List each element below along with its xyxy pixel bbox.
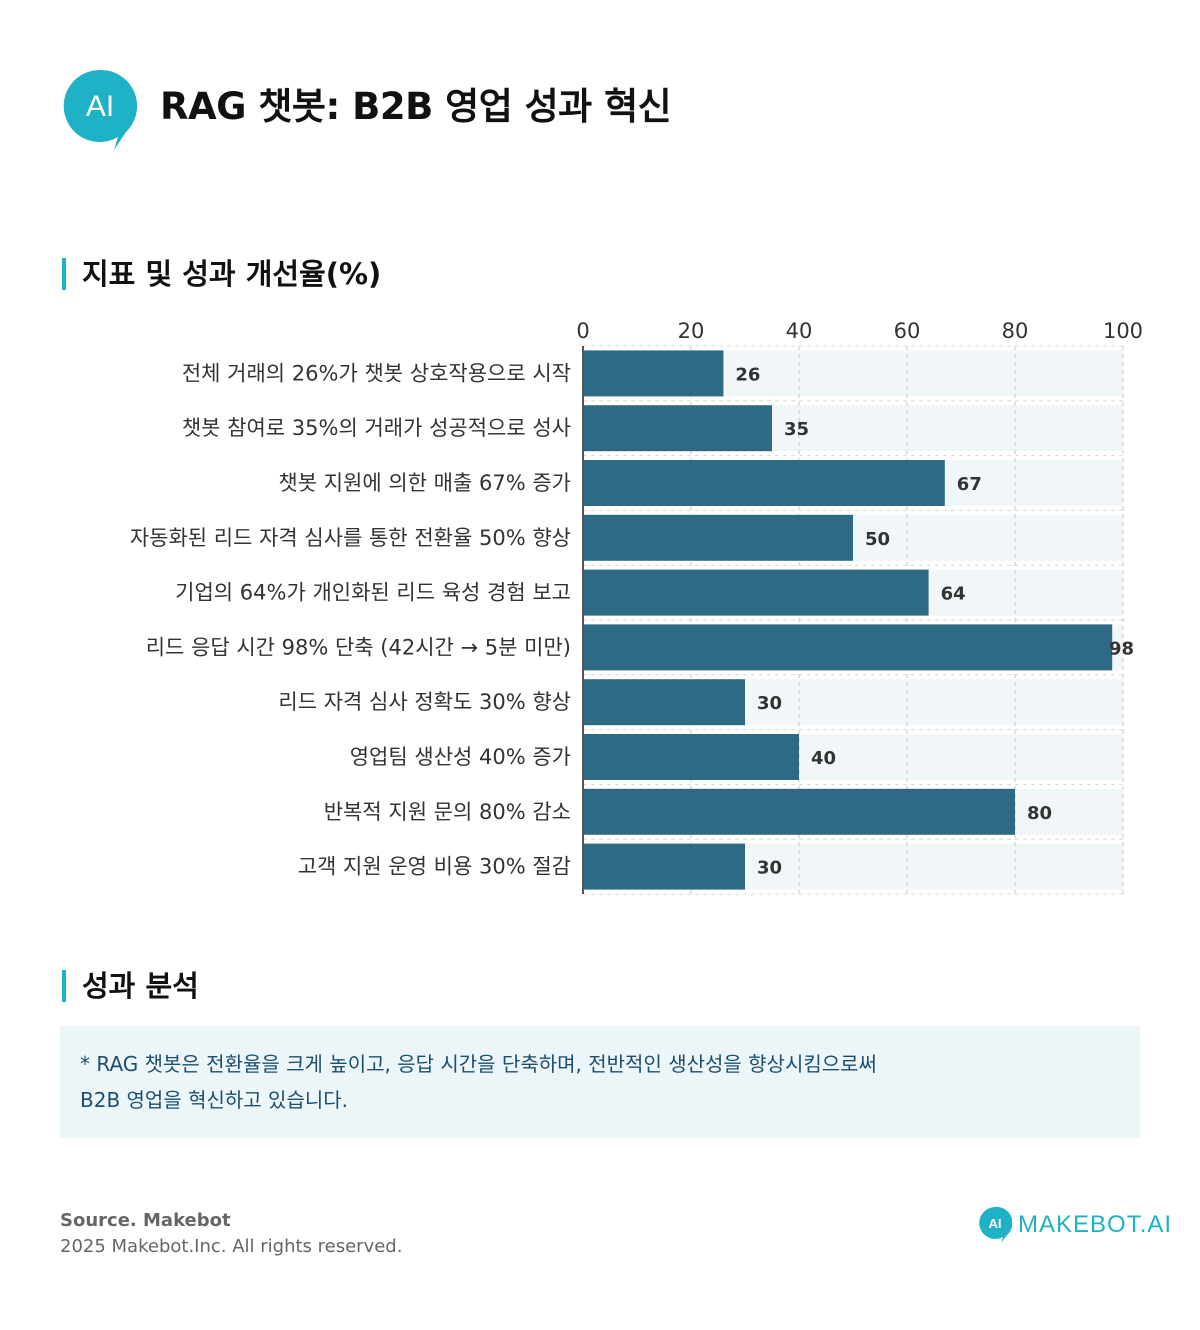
bar	[583, 624, 1113, 671]
x-tick-label: 40	[786, 319, 813, 343]
x-tick-label: 80	[1002, 319, 1029, 343]
category-label: 전체 거래의 26%가 챗봇 상호작용으로 시작	[182, 361, 571, 385]
bar	[583, 843, 745, 890]
category-label: 챗봇 지원에 의한 매출 67% 증가	[278, 471, 571, 495]
analysis-section-title: 성과 분석	[62, 970, 199, 1002]
value-label: 50	[865, 529, 890, 550]
makebot-logo-icon: AI	[63, 69, 138, 150]
category-label: 반복적 지원 문의 80% 감소	[324, 800, 571, 824]
bar	[583, 460, 945, 506]
category-label: 고객 지원 운영 비용 30% 절감	[298, 855, 571, 879]
logo-text: AI	[86, 90, 114, 123]
bar	[583, 679, 745, 726]
analysis-line-1: * RAG 챗봇은 전환율을 크게 높이고, 응답 시간을 단축하며, 전반적인…	[80, 1052, 877, 1076]
value-label: 26	[735, 364, 760, 385]
bar	[583, 788, 1015, 835]
category-label: 영업팀 생산성 40% 증가	[350, 745, 571, 769]
brand-icon: AI	[979, 1206, 1012, 1243]
x-tick-label: 60	[894, 319, 921, 343]
x-tick-label: 100	[1103, 319, 1143, 343]
analysis-line-2: B2B 영업을 혁신하고 있습니다.	[80, 1088, 348, 1112]
value-label: 80	[1027, 803, 1052, 824]
x-tick-label: 20	[678, 319, 705, 343]
bar	[583, 569, 929, 616]
value-label: 98	[1109, 638, 1134, 659]
value-label: 64	[941, 584, 966, 605]
brand-name: MAKEBOT.AI	[1018, 1211, 1173, 1238]
analysis-note: * RAG 챗봇은 전환율을 크게 높이고, 응답 시간을 단축하며, 전반적인…	[60, 1026, 1140, 1138]
footer-source: Source. Makebot	[60, 1210, 231, 1231]
value-label: 30	[757, 693, 782, 714]
brand-icon-text: AI	[989, 1216, 1002, 1231]
category-label: 자동화된 리드 자격 심사를 통한 전환율 50% 향상	[130, 526, 571, 550]
value-label: 40	[811, 748, 836, 769]
bar	[583, 734, 799, 780]
chart-section-title: 지표 및 성과 개선율(%)	[62, 258, 381, 290]
bar	[583, 405, 772, 452]
value-label: 67	[957, 474, 982, 495]
page-title: RAG 챗봇: B2B 영업 성과 혁신	[160, 85, 672, 128]
bar-chart: 0 20 40 60 80 100 전체 거래의 26%가 챗봇 상호작용으로 시작 26 챗봇…	[130, 319, 1143, 895]
category-label: 기업의 64%가 개인화된 리드 육성 경험 보고	[175, 581, 571, 605]
brand-logo: AI MAKEBOT.AI	[978, 1205, 1172, 1245]
bar	[583, 350, 724, 397]
bar	[583, 514, 853, 561]
footer-copyright: 2025 Makebot.Inc. All rights reserved.	[60, 1236, 403, 1257]
category-label: 리드 자격 심사 정확도 30% 향상	[278, 690, 571, 714]
category-label: 챗봇 참여로 35%의 거래가 성공적으로 성사	[182, 416, 571, 440]
value-label: 35	[784, 419, 809, 440]
value-label: 30	[757, 858, 782, 879]
x-tick-label: 0	[576, 319, 589, 343]
category-label: 리드 응답 시간 98% 단축 (42시간 → 5분 미만)	[146, 635, 571, 659]
